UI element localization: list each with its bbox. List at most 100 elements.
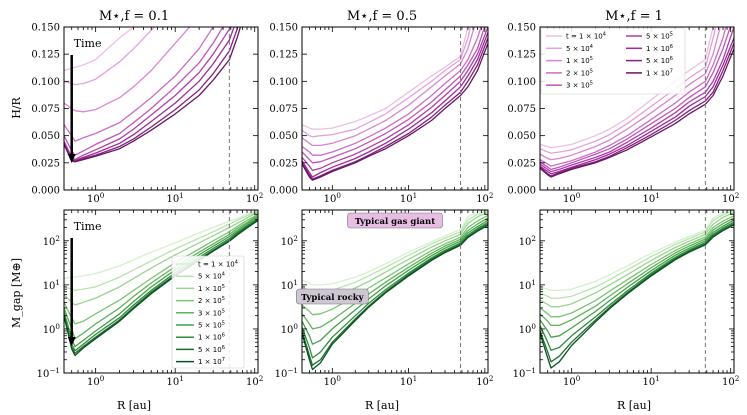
y-tick-label: 0.125 (507, 50, 536, 61)
y-tick-label: 101 (43, 278, 60, 292)
y-tick-label: 0.100 (269, 77, 298, 88)
series-line-t5e5 (64, 216, 258, 348)
series-line-t5e6 (302, 37, 488, 180)
series-line-t1e5 (64, 27, 191, 113)
legend-label: 3 × 105 (566, 81, 593, 90)
y-tick-label: 0.150 (507, 23, 536, 34)
y-tick-label: 0.050 (31, 131, 60, 142)
series-line-t3e5 (540, 217, 734, 327)
series-line-t3e5 (64, 27, 224, 156)
y-tick-label: 102 (281, 234, 298, 248)
series-line-t5e4 (540, 210, 734, 299)
series-line-t5e5 (540, 219, 734, 338)
x-tick-label: 101 (643, 191, 660, 205)
legend-label: 5 × 105 (198, 321, 225, 330)
y-tick-label: 100 (281, 322, 299, 336)
column-title-1: M⋆,f = 0.5 (347, 9, 417, 24)
legend-label: 5 × 105 (646, 32, 673, 41)
y-tick-label: 0.100 (507, 77, 536, 88)
series-line-t1e6 (540, 221, 734, 351)
panel-gap-mass-0: 100 101 102 10−1 100 101 102 Time (37, 209, 263, 388)
x-tick-label: 101 (167, 191, 184, 205)
y-tick-label: 10−1 (37, 366, 60, 380)
series-line-t2e5 (302, 214, 488, 316)
y-tick-label: 0.025 (507, 158, 536, 169)
legend-label: t = 1 × 104 (566, 32, 606, 41)
x-tick-label: 100 (324, 374, 342, 388)
legend-label: 5 × 104 (566, 44, 593, 53)
time-annotation: Time (74, 37, 102, 50)
series-line-t5e6 (540, 43, 734, 177)
panel-aspect-ratio-0: 100 101 102 0.000 0.025 0.050 0.075 0.100 0.125 0… (31, 23, 263, 206)
series-line-t1e4 (64, 210, 258, 280)
time-arrow-head (67, 337, 76, 346)
series-line-t1e6 (302, 32, 488, 178)
series-line-t5e6 (64, 27, 239, 163)
y-tick-label: 100 (43, 322, 61, 336)
series-line-t2e5 (302, 27, 482, 156)
y-tick-label: 0.125 (269, 50, 298, 61)
legend-label: 5 × 106 (198, 345, 225, 354)
y-tick-label: 100 (519, 322, 537, 336)
y-tick-label: 0.075 (31, 104, 60, 115)
panel-aspect-ratio-2: 100 101 102 0.000 0.025 0.050 0.075 0.100 0.125 0… (507, 23, 739, 206)
series-line-t1e7 (302, 43, 488, 181)
y-tick-label: 0.075 (507, 104, 536, 115)
x-tick-label: 101 (167, 374, 184, 388)
legend-label: 5 × 104 (198, 272, 225, 281)
x-tick-label: 101 (643, 374, 660, 388)
annotation-box (296, 288, 369, 305)
series-line-t1e6 (540, 37, 734, 175)
annotation-rocky: Typical rocky (301, 293, 365, 303)
x-tick-label: 100 (563, 374, 581, 388)
x-tick-label: 102 (722, 374, 739, 388)
series-line-t5e4 (302, 27, 471, 138)
series-line-t3e5 (64, 214, 258, 340)
legend-label: 1 × 105 (198, 284, 225, 293)
series-line-t1e7 (64, 219, 258, 357)
series-line-t5e6 (64, 219, 258, 354)
y-tick-label: 0.150 (269, 23, 298, 34)
y-tick-label: 0.075 (269, 104, 298, 115)
x-tick-label: 100 (563, 191, 581, 205)
legend-label: 3 × 105 (198, 308, 225, 317)
series-line-t1e7 (64, 27, 242, 163)
legend-label: 2 × 105 (566, 68, 593, 77)
y-tick-label: 0.100 (31, 77, 60, 88)
legend-label: 1 × 106 (198, 333, 225, 342)
series-line-t2e5 (64, 27, 214, 142)
x-tick-label: 100 (87, 191, 105, 205)
x-tick-label: 101 (400, 191, 417, 205)
xlabel-col-1: R [au] (365, 399, 399, 412)
x-tick-label: 100 (87, 374, 105, 388)
y-tick-label: 10−1 (275, 366, 298, 380)
ylabel-gap-mass: M_gap [M⊕] (10, 258, 23, 328)
series-line-t1e7 (540, 224, 734, 369)
legend-label: 1 × 107 (198, 357, 225, 366)
series-line-t1e4 (64, 27, 135, 72)
x-tick-label: 100 (324, 191, 342, 205)
y-tick-label: 0.050 (269, 131, 298, 142)
series-line-t1e4 (302, 210, 485, 286)
y-tick-label: 101 (281, 278, 298, 292)
annotation-gas-giant: Typical gas giant (355, 217, 435, 227)
legend-label: 1 × 105 (566, 56, 593, 65)
series-line-t2e5 (540, 215, 734, 318)
y-tick-label: 0.125 (31, 50, 60, 61)
y-tick-label: 0.025 (269, 158, 298, 169)
x-tick-label: 101 (400, 374, 417, 388)
series-line-t1e4 (540, 210, 733, 292)
panels-layer: 100 101 102 0.000 0.025 0.050 0.075 0.100 0.125 0… (31, 23, 739, 389)
series-line-t1e6 (302, 221, 488, 359)
series-line-t5e5 (302, 219, 488, 345)
series-line-t1e6 (64, 27, 235, 162)
x-tick-label: 102 (246, 191, 263, 205)
ylabel-aspect-ratio: H/R (10, 96, 23, 118)
series-line-t5e5 (540, 27, 734, 173)
series-line-t5e5 (302, 27, 488, 172)
series-line-t3e5 (540, 27, 732, 171)
annotation-box (347, 212, 443, 229)
xlabel-col-0: R [au] (117, 399, 151, 412)
series-line-t5e4 (540, 27, 717, 154)
time-annotation: Time (74, 220, 102, 233)
